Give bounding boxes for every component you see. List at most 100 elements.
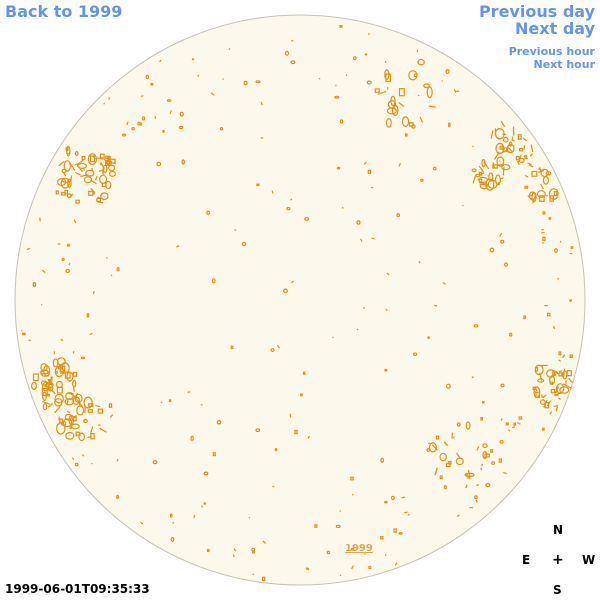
contour-mark <box>501 164 511 171</box>
contour-mark <box>563 383 572 389</box>
contour-mark <box>384 500 388 504</box>
contour-mark <box>260 101 263 106</box>
contour-mark <box>78 402 81 406</box>
contour-mark <box>453 88 457 94</box>
contour-mark <box>390 495 395 501</box>
contour-mark <box>482 451 488 460</box>
contour-mark <box>556 383 565 394</box>
contour-mark <box>366 80 372 85</box>
contour-mark <box>500 177 504 180</box>
contour-mark <box>52 358 59 368</box>
magnetic-contours <box>20 25 574 582</box>
contour-mark <box>203 471 209 476</box>
contour-mark <box>544 402 550 409</box>
contour-mark <box>423 83 430 89</box>
contour-mark <box>407 513 410 516</box>
year-link[interactable]: 1999 <box>345 543 373 554</box>
contour-mark <box>90 187 96 194</box>
contour-mark <box>563 368 565 378</box>
contour-mark <box>48 376 54 382</box>
contour-mark <box>341 207 344 209</box>
contour-mark <box>542 211 546 215</box>
contour-mark <box>541 228 544 231</box>
contour-mark <box>58 416 60 421</box>
contour-mark <box>505 422 509 426</box>
contour-mark <box>465 421 471 430</box>
contour-mark <box>570 246 574 249</box>
contour-mark <box>216 419 222 425</box>
contour-mark <box>66 145 71 157</box>
contour-mark <box>206 549 210 553</box>
contour-mark <box>351 493 354 496</box>
contour-mark <box>385 117 392 128</box>
contour-mark <box>58 160 65 167</box>
contour-mark <box>89 426 94 435</box>
contour-mark <box>274 447 278 452</box>
contour-mark <box>554 386 559 394</box>
contour-mark <box>334 95 340 99</box>
contour-mark <box>22 332 26 336</box>
contour-mark <box>49 387 56 395</box>
contour-mark <box>482 443 488 449</box>
contour-mark <box>528 164 534 168</box>
contour-mark <box>72 386 75 392</box>
contour-mark <box>542 236 546 241</box>
contour-mark <box>290 198 293 201</box>
contour-mark <box>68 262 71 266</box>
contour-mark <box>74 151 79 157</box>
previous-hour-link[interactable]: Previous hour <box>508 45 595 58</box>
contour-mark <box>54 393 64 404</box>
contour-mark <box>561 354 566 359</box>
contour-mark <box>63 160 72 172</box>
contour-mark <box>377 90 387 95</box>
contour-mark <box>107 156 111 160</box>
contour-mark <box>251 550 256 554</box>
contour-mark <box>530 144 534 153</box>
contour-mark <box>428 442 437 453</box>
contour-mark <box>511 425 516 429</box>
contour-mark <box>528 191 536 201</box>
contour-mark <box>546 312 551 317</box>
contour-mark <box>386 272 390 276</box>
contour-mark <box>435 435 440 440</box>
contour-mark <box>515 155 520 161</box>
previous-day-link[interactable]: Previous day <box>478 2 595 21</box>
contour-mark <box>502 166 505 176</box>
contour-mark <box>87 409 94 413</box>
contour-mark <box>492 162 496 169</box>
contour-mark <box>499 439 504 444</box>
contour-mark <box>447 122 451 128</box>
contour-mark <box>384 368 388 372</box>
contour-mark <box>42 269 46 274</box>
contour-mark <box>89 155 96 163</box>
contour-mark <box>81 156 86 160</box>
contour-mark <box>178 125 184 130</box>
contour-mark <box>522 137 528 142</box>
contour-mark <box>256 183 260 187</box>
contour-mark <box>96 197 102 202</box>
contour-mark <box>390 95 396 107</box>
contour-mark <box>398 102 405 107</box>
contour-mark <box>394 562 398 566</box>
contour-mark <box>187 391 191 394</box>
contour-mark <box>541 394 543 398</box>
contour-mark <box>500 418 503 421</box>
contour-mark <box>465 484 468 489</box>
contour-mark <box>60 177 71 189</box>
next-hour-link[interactable]: Next hour <box>533 58 596 71</box>
contour-mark <box>384 69 390 80</box>
back-to-year-link[interactable]: Back to 1999 <box>5 2 123 21</box>
contour-mark <box>542 394 547 399</box>
contour-mark <box>546 369 556 378</box>
compass-west: W <box>582 553 596 567</box>
next-day-link[interactable]: Next day <box>515 19 595 38</box>
contour-mark <box>230 345 234 350</box>
contour-mark <box>108 170 117 177</box>
contour-mark <box>419 178 424 182</box>
contour-mark <box>418 261 421 264</box>
contour-mark <box>350 476 354 481</box>
contour-mark <box>491 461 496 465</box>
contour-mark <box>533 386 541 399</box>
contour-mark <box>456 514 460 518</box>
